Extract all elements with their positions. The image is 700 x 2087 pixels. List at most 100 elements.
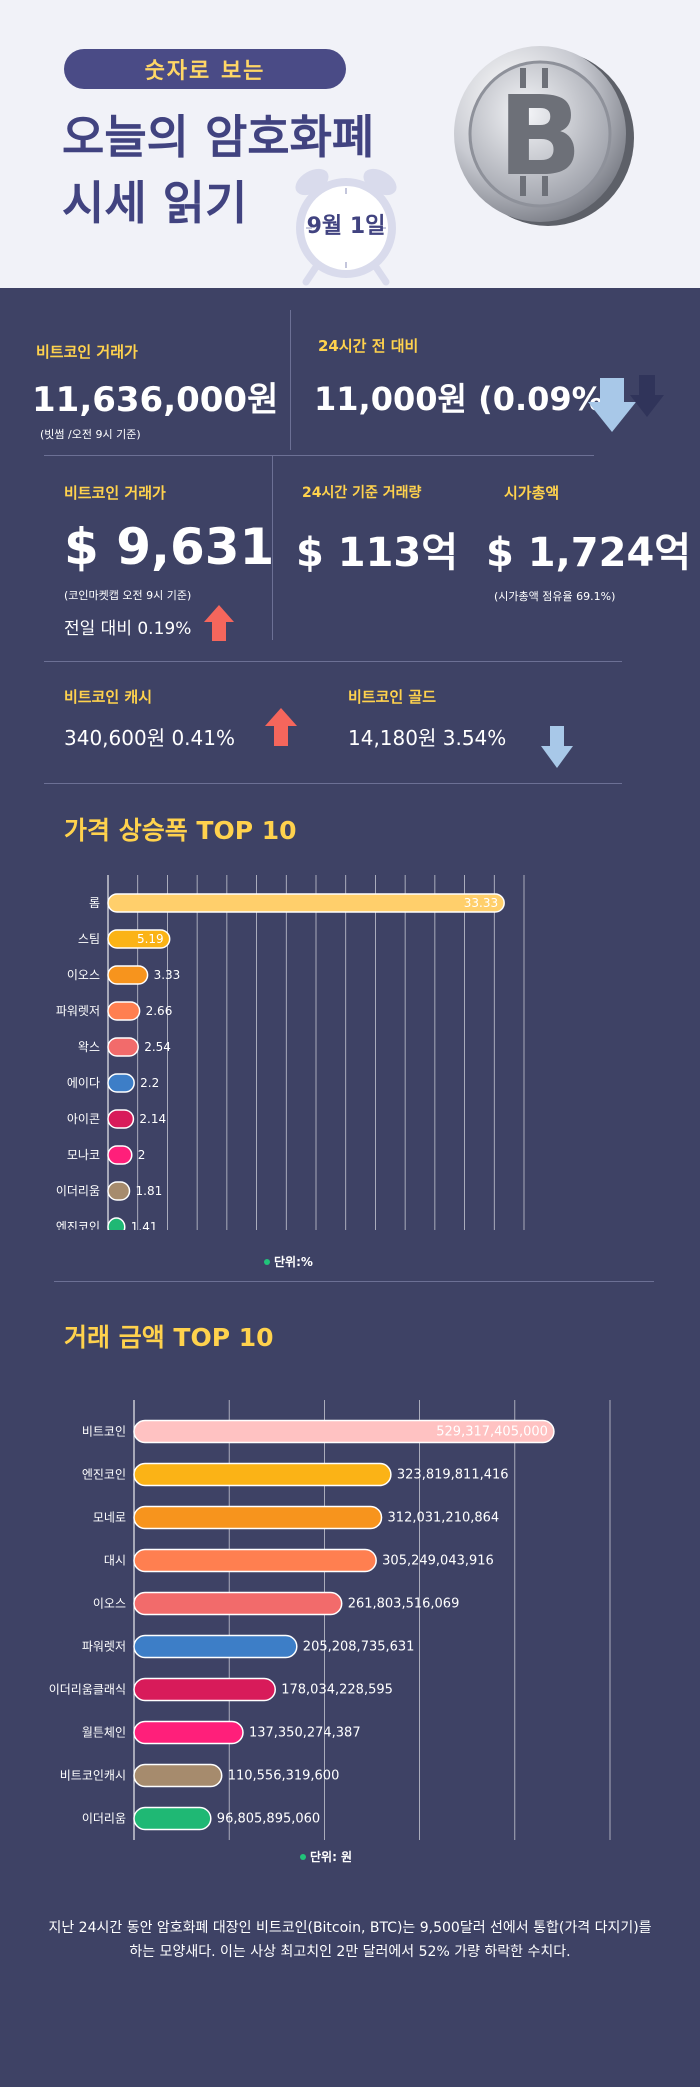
- alarm-clock-icon: [295, 168, 397, 286]
- svg-text:B: B: [498, 72, 582, 200]
- category-label: 엔진코인: [56, 1220, 100, 1230]
- bar: [107, 1073, 135, 1093]
- category-label: 대시: [104, 1554, 126, 1568]
- value-label: 3.33: [154, 968, 181, 982]
- category-label: 이더리움클래식: [49, 1683, 126, 1697]
- divider: [44, 783, 622, 784]
- bar: [133, 1505, 383, 1530]
- chart1-unit-label: 단위:%: [274, 1255, 313, 1269]
- usd-price-note: (코인마켓캡 오전 9시 기준): [64, 589, 192, 602]
- category-label: 이더리움: [56, 1184, 100, 1198]
- down-arrow-icon: [541, 726, 573, 768]
- bar: [133, 1591, 343, 1616]
- market-cap-note: (시가총액 점유율 69.1%): [494, 590, 616, 603]
- change-24h-label: 24시간 전 대비: [318, 337, 419, 355]
- bar: [133, 1806, 212, 1831]
- value-label: 529,317,405,000: [436, 1425, 548, 1440]
- bar: [133, 1419, 555, 1444]
- value-label: 110,556,319,600: [228, 1769, 340, 1784]
- category-label: 스팀: [78, 932, 100, 946]
- down-arrow-shadow-icon: [630, 375, 664, 417]
- value-label: 305,249,043,916: [382, 1554, 494, 1569]
- up-arrow-icon: [204, 605, 234, 641]
- bar: [133, 1634, 298, 1659]
- chart2-legend: 단위: 원: [300, 1848, 352, 1865]
- bar: [133, 1720, 244, 1745]
- page-title: 오늘의 암호화폐 시세 읽기: [62, 110, 375, 230]
- category-label: 왁스: [78, 1040, 100, 1054]
- market-cap: $ 1,724억: [486, 530, 692, 576]
- divider: [44, 661, 622, 662]
- bar: [133, 1677, 276, 1702]
- bar: [133, 1548, 377, 1573]
- value-label: 2.2: [140, 1076, 159, 1090]
- value-label: 96,805,895,060: [217, 1812, 320, 1827]
- value-label: 205,208,735,631: [303, 1640, 415, 1655]
- value-label: 323,819,811,416: [397, 1468, 509, 1483]
- value-label: 261,803,516,069: [348, 1597, 460, 1612]
- btg-label: 비트코인 골드: [348, 688, 437, 706]
- bar: [107, 1217, 126, 1230]
- category-label: 비트코인: [82, 1425, 126, 1439]
- header: 숫자로 보는 오늘의 암호화폐 시세 읽기 9월 1일: [0, 0, 700, 288]
- up-arrow-icon: [265, 708, 297, 746]
- chart2-unit-label: 단위: 원: [310, 1850, 353, 1864]
- category-label: 모나코: [67, 1148, 100, 1162]
- bitcoin-coin-icon: B: [454, 46, 634, 226]
- divider: [290, 310, 291, 450]
- bar: [133, 1763, 223, 1788]
- divider: [44, 455, 594, 456]
- category-label: 롬: [89, 896, 100, 910]
- category-label: 모네로: [93, 1511, 126, 1525]
- legend-dot: [264, 1258, 270, 1265]
- value-label: 137,350,274,387: [249, 1726, 361, 1741]
- category-label: 파워렛저: [56, 1004, 100, 1018]
- category-label: 아이콘: [67, 1112, 100, 1126]
- down-arrow-icon: [588, 378, 636, 432]
- bar: [107, 1145, 133, 1165]
- category-label: 엔진코인: [82, 1468, 126, 1482]
- category-label: 이더리움: [82, 1812, 126, 1826]
- category-label: 파워렛저: [82, 1640, 126, 1654]
- category-label: 이오스: [93, 1597, 126, 1611]
- value-label: 2.54: [144, 1040, 171, 1054]
- krw-price-label: 비트코인 거래가: [36, 343, 138, 361]
- value-label: 312,031,210,864: [388, 1511, 500, 1526]
- change-24h: 11,000원 (0.09%): [314, 380, 619, 418]
- value-label: 2.66: [146, 1004, 173, 1018]
- bar: [107, 1001, 141, 1021]
- description-text: 지난 24시간 동안 암호화폐 대장인 비트코인(Bitcoin, BTC)는 …: [48, 1920, 652, 1960]
- bch-label: 비트코인 캐시: [64, 688, 153, 706]
- volume: $ 113억: [296, 530, 459, 576]
- divider: [272, 455, 273, 640]
- value-label: 178,034,228,595: [281, 1683, 393, 1698]
- value-label: 1.81: [136, 1184, 163, 1198]
- market-cap-label: 시가총액: [504, 484, 560, 502]
- krw-price-note: (빗썸 /오전 9시 기준): [40, 428, 141, 441]
- category-label: 비트코인캐시: [60, 1769, 126, 1783]
- chart1-title: 가격 상승폭 TOP 10: [64, 816, 297, 845]
- value-label: 2: [138, 1148, 146, 1162]
- legend-dot: [300, 1853, 306, 1860]
- price-gain-chart: 롬 33.33 스팀 5.19 이오스 3.33 파워렛저 2.66 왁스 2.54 에이다 2.2 아…: [56, 875, 525, 1230]
- usd-change: 전일 대비 0.19%: [64, 619, 192, 639]
- category-label: 월튼체인: [82, 1726, 126, 1740]
- bar: [107, 1109, 135, 1129]
- value-label: 2.14: [139, 1112, 166, 1126]
- chart2-title: 거래 금액 TOP 10: [64, 1323, 274, 1352]
- chart1-legend: 단위:%: [264, 1253, 313, 1270]
- btg-price: 14,180원 3.54%: [348, 726, 507, 750]
- usd-price-label: 비트코인 거래가: [64, 484, 166, 502]
- krw-price: 11,636,000원: [32, 380, 279, 420]
- usd-price: $ 9,631: [64, 518, 275, 576]
- category-label: 이오스: [67, 968, 100, 982]
- value-label: 5.19: [137, 932, 164, 946]
- subtitle-pill: 숫자로 보는: [64, 49, 346, 89]
- bar: [107, 965, 149, 985]
- bar: [107, 929, 171, 949]
- value-label: 1.41: [131, 1220, 158, 1230]
- date-label: 9월 1일: [306, 214, 386, 239]
- bar: [133, 1462, 392, 1487]
- volume-label: 24시간 기준 거래량: [302, 485, 422, 501]
